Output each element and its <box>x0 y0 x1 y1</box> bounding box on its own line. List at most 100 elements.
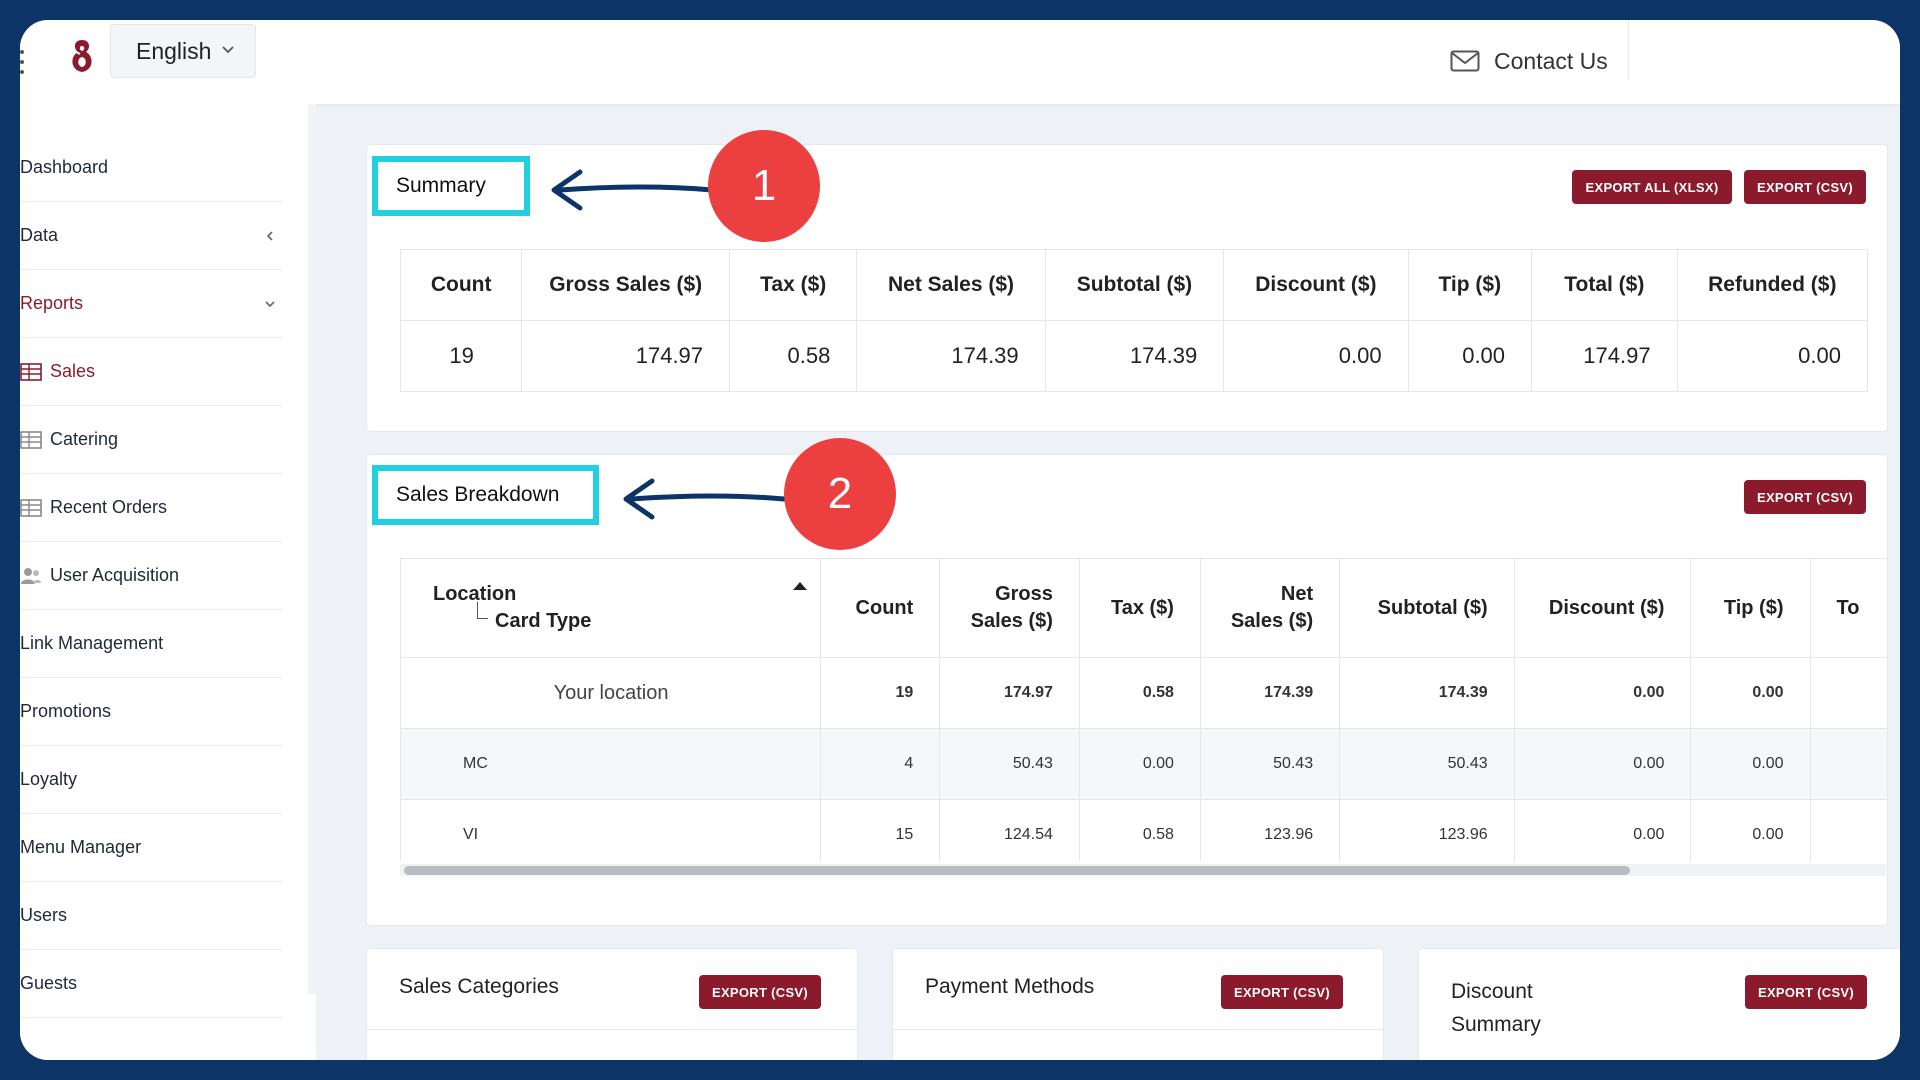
payment-methods-title: Payment Methods <box>925 975 1095 998</box>
mail-icon <box>1450 50 1480 72</box>
discount-summary-card: Discount Summary EXPORT (CSV) <box>1418 948 1900 1060</box>
col-total[interactable]: To <box>1810 559 1887 658</box>
sidebar-item-label: Menu Manager <box>20 837 142 857</box>
sidebar-item-label: Recent Orders <box>50 497 168 517</box>
users-icon <box>21 567 41 584</box>
col-gross-sales[interactable]: Gross Sales ($) <box>521 249 731 321</box>
sales-breakdown-table-viewport: Location Card Type Count Gross Sales ($)… <box>400 558 1887 861</box>
summary-gross-sales: 174.97 <box>521 320 731 392</box>
sales-categories-card: Sales Categories EXPORT (CSV) <box>366 948 858 1060</box>
export-all-xlsx-button[interactable]: EXPORT ALL (XLSX) <box>1572 170 1732 204</box>
sidebar-item-label: Sales <box>50 361 96 381</box>
row-card-type: VI <box>401 799 822 861</box>
sidebar-item-data[interactable]: Data <box>20 202 282 270</box>
sidebar-item-label: Promotions <box>20 701 112 721</box>
col-subtotal[interactable]: Subtotal ($) <box>1339 559 1515 658</box>
sales-categories-title: Sales Categories <box>399 975 559 998</box>
contact-us-link[interactable]: Contact Us <box>1450 36 1608 86</box>
sort-asc-icon[interactable] <box>792 581 808 591</box>
sidebar-item-catering[interactable]: Catering <box>20 406 282 474</box>
sidebar-item-user-acquisition[interactable]: User Acquisition <box>20 542 282 610</box>
col-discount[interactable]: Discount ($) <box>1223 249 1409 321</box>
row-subtotal: 50.43 <box>1339 728 1515 800</box>
language-value: English <box>136 37 212 64</box>
export-breakdown-csv-button[interactable]: EXPORT (CSV) <box>1744 480 1866 514</box>
sidebar-item-label: Guests <box>20 973 78 993</box>
discount-summary-title: Discount Summary <box>1451 975 1541 1041</box>
sidebar-item-recent-orders[interactable]: Recent Orders <box>20 474 282 542</box>
sidebar-item-label: Link Management <box>20 633 164 653</box>
sales-breakdown-table: Location Card Type Count Gross Sales ($)… <box>401 559 1887 861</box>
export-sales-categories-csv-button[interactable]: EXPORT (CSV) <box>699 975 821 1009</box>
col-net-sales[interactable]: Net Sales ($) <box>856 249 1046 321</box>
row-tip: 0.00 <box>1690 799 1811 861</box>
report-list-icon <box>20 498 42 517</box>
annotation-arrow-icon <box>623 478 786 520</box>
discount-summary-title-line2: Summary <box>1451 1013 1541 1036</box>
sidebar-item-label: Reports <box>20 293 84 313</box>
col-subtotal[interactable]: Subtotal ($) <box>1044 249 1225 321</box>
menu-handle-icon[interactable] <box>20 42 26 82</box>
col-total[interactable]: Total ($) <box>1531 249 1678 321</box>
table-row: MC 4 50.43 0.00 50.43 50.43 0.00 0.00 <box>401 728 1887 800</box>
col-net-line2: Sales ($) <box>1230 610 1314 632</box>
sidebar-item-menu-manager[interactable]: Menu Manager <box>20 814 282 882</box>
export-discount-summary-csv-button[interactable]: EXPORT (CSV) <box>1745 975 1867 1009</box>
row-net-sales: 50.43 <box>1200 728 1341 800</box>
annotation-arrow-icon <box>551 169 714 211</box>
summary-refunded: 0.00 <box>1676 320 1869 392</box>
summary-total: 174.97 <box>1531 320 1678 392</box>
summary-header-row: Count Gross Sales ($) Tax ($) Net Sales … <box>399 249 1869 321</box>
group-location-label: Your location <box>401 657 822 729</box>
col-net-line1: Net <box>1280 583 1314 605</box>
col-tax[interactable]: Tax ($) <box>729 249 858 321</box>
col-card-type-label: Card Type <box>495 610 592 632</box>
row-card-type: MC <box>401 728 822 800</box>
col-count[interactable]: Count <box>399 249 523 321</box>
sidebar-item-guests[interactable]: Guests <box>20 950 282 1018</box>
col-count[interactable]: Count <box>820 559 941 658</box>
breakdown-header-row: Location Card Type Count Gross Sales ($)… <box>401 559 1887 658</box>
summary-net-sales: 174.39 <box>856 320 1046 392</box>
sidebar-item-dashboard[interactable]: Dashboard <box>20 134 282 202</box>
col-location[interactable]: Location Card Type <box>401 559 822 658</box>
col-tip[interactable]: Tip ($) <box>1407 249 1533 321</box>
col-refunded[interactable]: Refunded ($) <box>1676 249 1869 321</box>
sidebar-item-loyalty[interactable]: Loyalty <box>20 746 282 814</box>
summary-discount: 0.00 <box>1223 320 1409 392</box>
report-list-icon <box>20 430 42 449</box>
language-select[interactable]: English <box>110 24 256 78</box>
sidebar-item-link-management[interactable]: Link Management <box>20 610 282 678</box>
col-tip[interactable]: Tip ($) <box>1690 559 1811 658</box>
sidebar-item-label: Dashboard <box>20 157 109 177</box>
group-total-cut <box>1810 657 1887 729</box>
col-discount[interactable]: Discount ($) <box>1514 559 1692 658</box>
sidebar-item-users[interactable]: Users <box>20 882 282 950</box>
export-summary-csv-button[interactable]: EXPORT (CSV) <box>1744 170 1866 204</box>
brand-logo-icon[interactable] <box>66 36 98 86</box>
horizontal-scrollbar-thumb[interactable] <box>404 866 1630 875</box>
summary-title: Summary <box>372 156 530 216</box>
col-net-sales[interactable]: Net Sales ($) <box>1200 559 1341 658</box>
row-count: 4 <box>820 728 941 800</box>
col-gross-sales[interactable]: Gross Sales ($) <box>939 559 1080 658</box>
summary-subtotal: 174.39 <box>1044 320 1225 392</box>
export-payment-methods-csv-button[interactable]: EXPORT (CSV) <box>1221 975 1343 1009</box>
row-tip: 0.00 <box>1690 728 1811 800</box>
sidebar-item-sales[interactable]: Sales <box>20 338 282 406</box>
col-location-label: Location <box>433 583 517 605</box>
group-net-sales: 174.39 <box>1200 657 1341 729</box>
group-tax: 0.58 <box>1079 657 1201 729</box>
summary-tip: 0.00 <box>1407 320 1533 392</box>
group-subtotal: 174.39 <box>1339 657 1515 729</box>
col-gross-line2: Sales ($) <box>970 610 1053 632</box>
report-list-icon <box>20 362 42 381</box>
card-divider <box>367 1029 857 1030</box>
group-discount: 0.00 <box>1514 657 1692 729</box>
sidebar-item-promotions[interactable]: Promotions <box>20 678 282 746</box>
top-bar: English Contact Us <box>20 20 1900 104</box>
sidebar-scrollbar[interactable] <box>308 104 316 994</box>
col-tax[interactable]: Tax ($) <box>1079 559 1201 658</box>
chevron-left-icon <box>266 231 273 241</box>
sidebar-item-reports[interactable]: Reports <box>20 270 282 338</box>
